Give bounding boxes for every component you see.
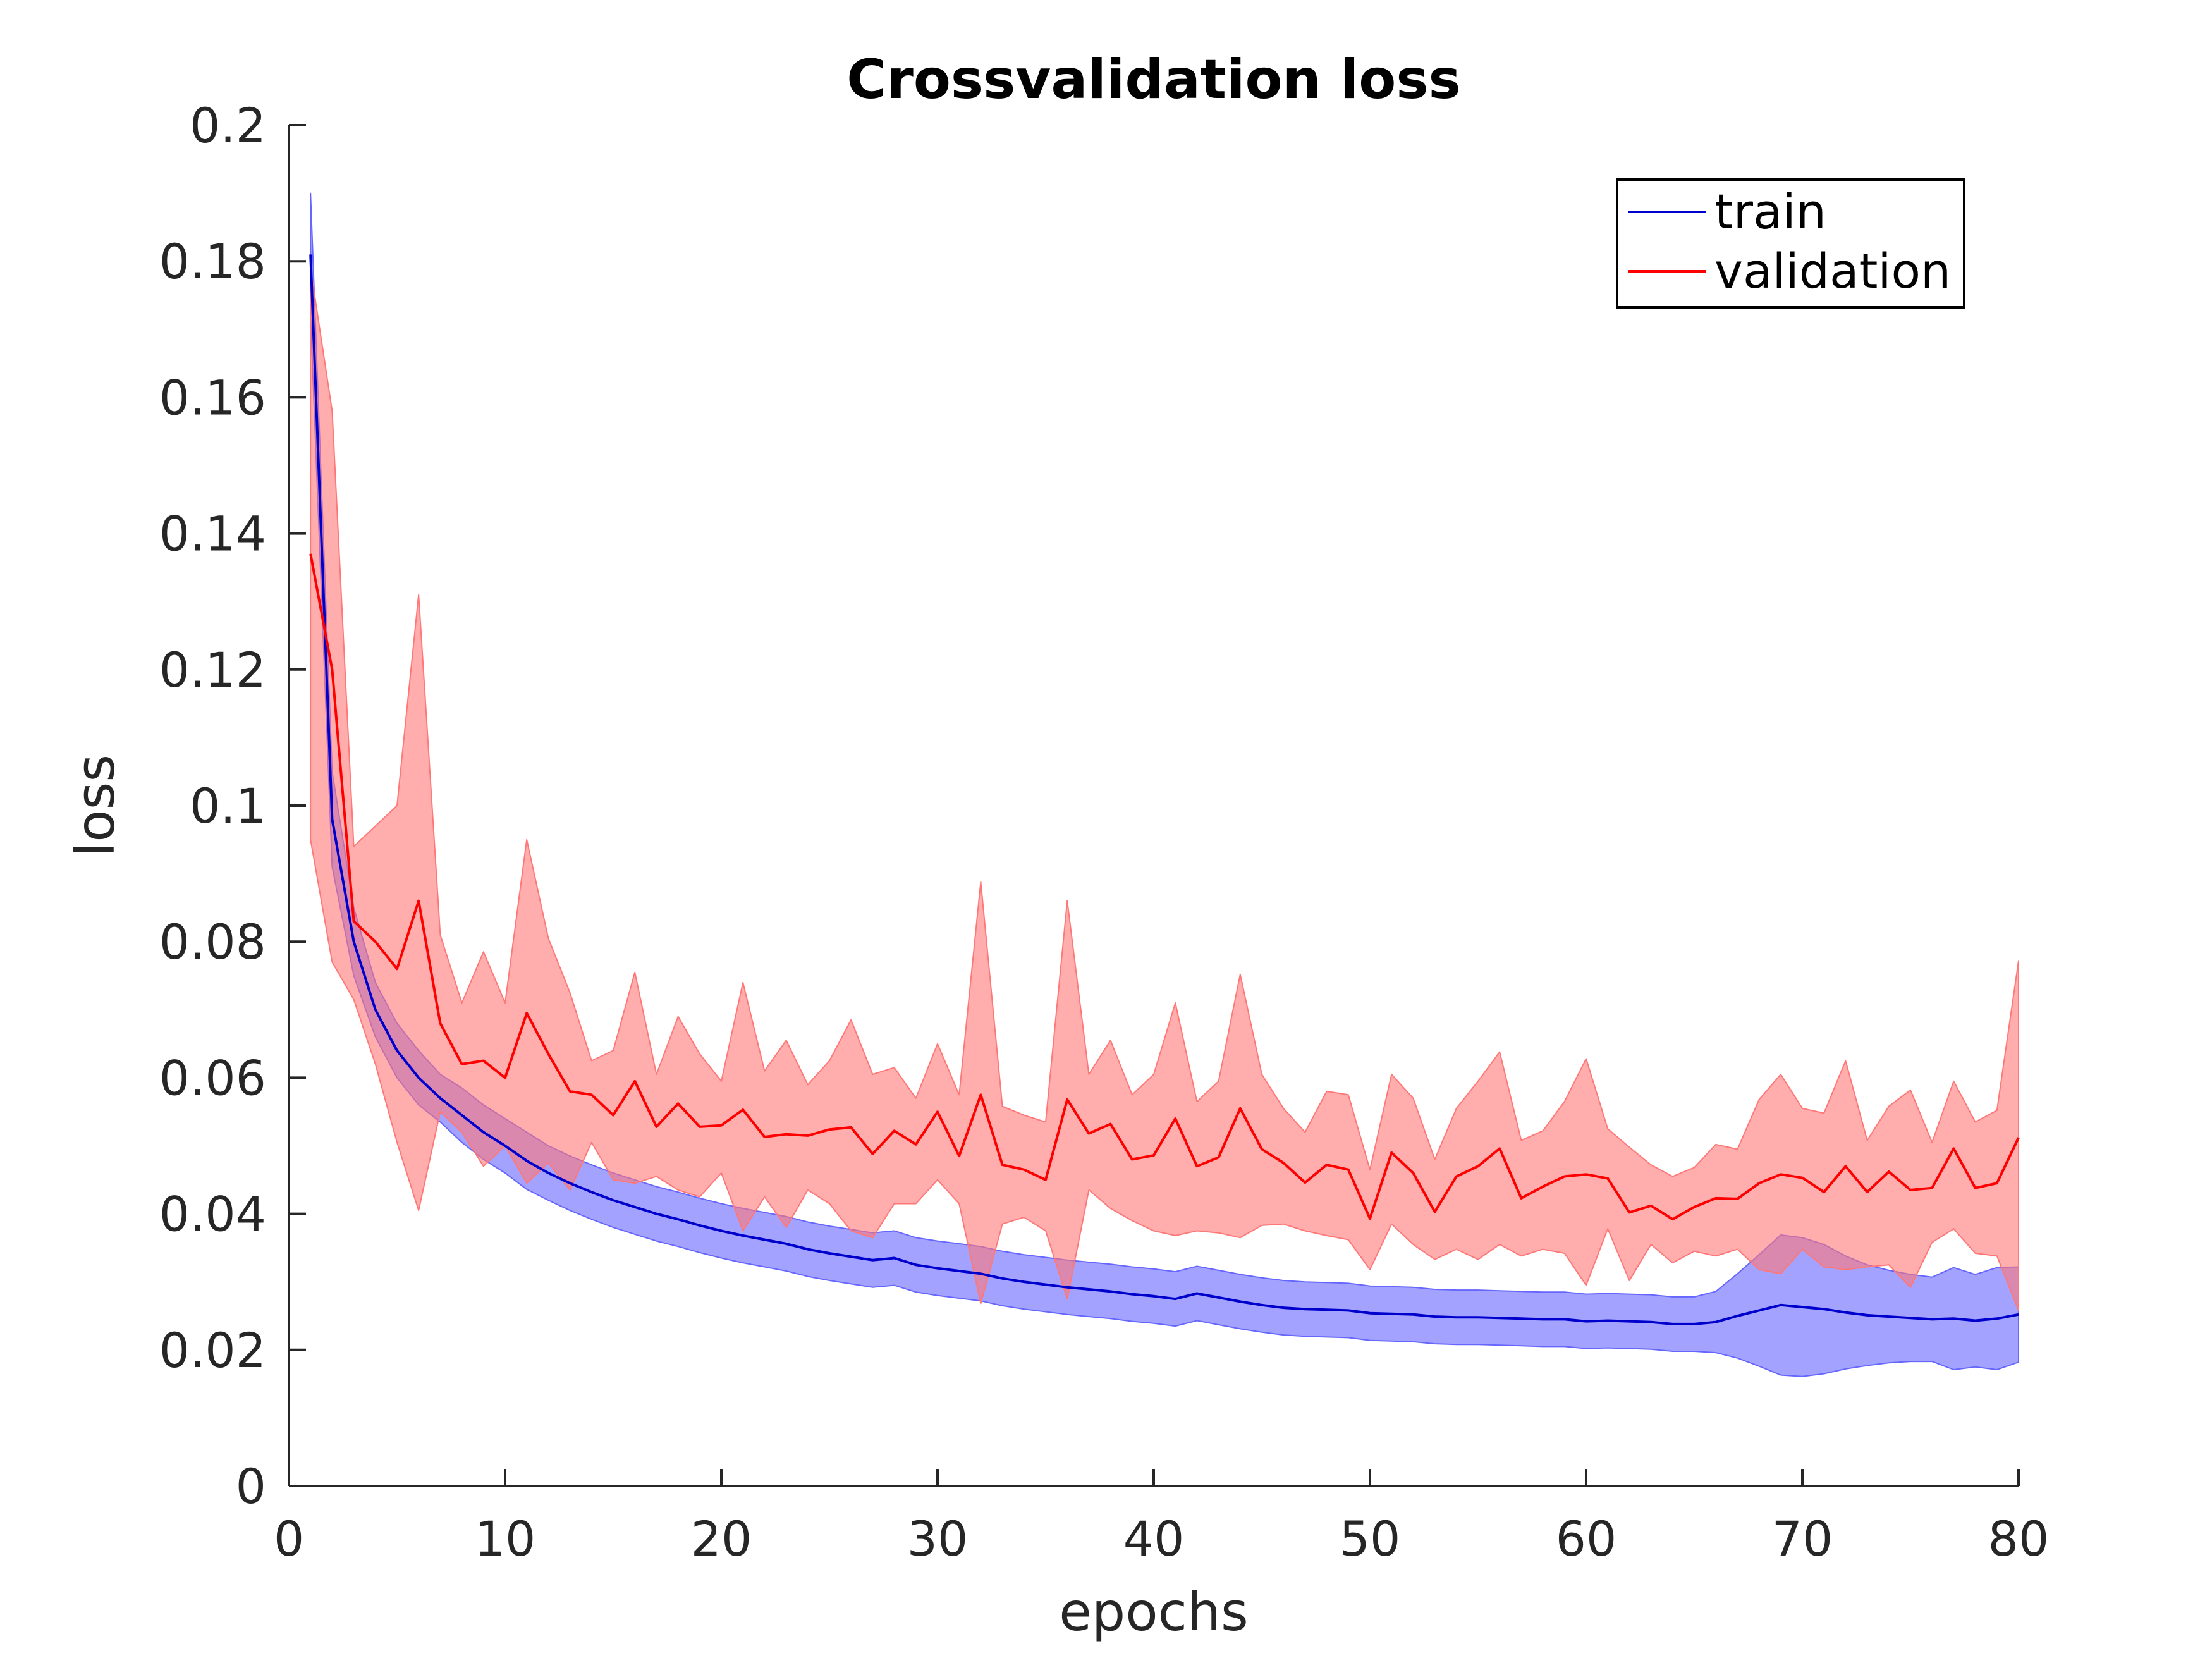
legend-box	[1616, 178, 1965, 309]
legend: train validation	[1616, 178, 1965, 309]
train-line	[309, 254, 2019, 1325]
validation-band	[310, 267, 2019, 1311]
y-axis-ticks: 0 0.02 0.04 0.06 0.08 0.1 0.12 0.14 0.16 0.18 0.2	[159, 97, 306, 1514]
x-tick-label: 50	[1340, 1511, 1401, 1567]
confidence-bands	[310, 192, 2019, 1377]
x-tick-label: 40	[1123, 1511, 1185, 1567]
y-tick-label: 0.14	[159, 506, 266, 562]
legend-train-label: train	[1714, 183, 1826, 240]
x-axis-ticks: 0 10 20 30 40 50 60 70 80	[274, 1469, 2050, 1567]
y-tick-label: 0.1	[190, 778, 266, 834]
x-tick-label: 70	[1772, 1511, 1833, 1567]
series-lines	[309, 254, 2020, 1325]
y-tick-label: 0.08	[159, 914, 266, 970]
y-tick-label: 0.18	[159, 233, 266, 290]
y-tick-label: 0.12	[159, 642, 266, 698]
x-tick-label: 0	[274, 1511, 304, 1567]
chart-title: Crossvalidation loss	[846, 48, 1460, 111]
y-tick-label: 0.04	[159, 1186, 266, 1243]
x-tick-label: 80	[1988, 1511, 2050, 1567]
x-tick-label: 10	[475, 1511, 536, 1567]
x-tick-label: 20	[691, 1511, 752, 1567]
x-axis-label: epochs	[1059, 1581, 1249, 1643]
y-tick-label: 0.16	[159, 369, 266, 426]
x-tick-label: 60	[1556, 1511, 1617, 1567]
x-tick-label: 30	[907, 1511, 969, 1567]
y-axis-label: loss	[64, 754, 126, 857]
y-tick-label: 0.06	[159, 1050, 266, 1106]
legend-validation-label: validation	[1714, 243, 1951, 299]
y-tick-label: 0	[236, 1458, 266, 1514]
y-tick-label: 0.2	[190, 97, 266, 154]
y-tick-label: 0.02	[159, 1322, 266, 1379]
validation-line	[309, 553, 2020, 1221]
